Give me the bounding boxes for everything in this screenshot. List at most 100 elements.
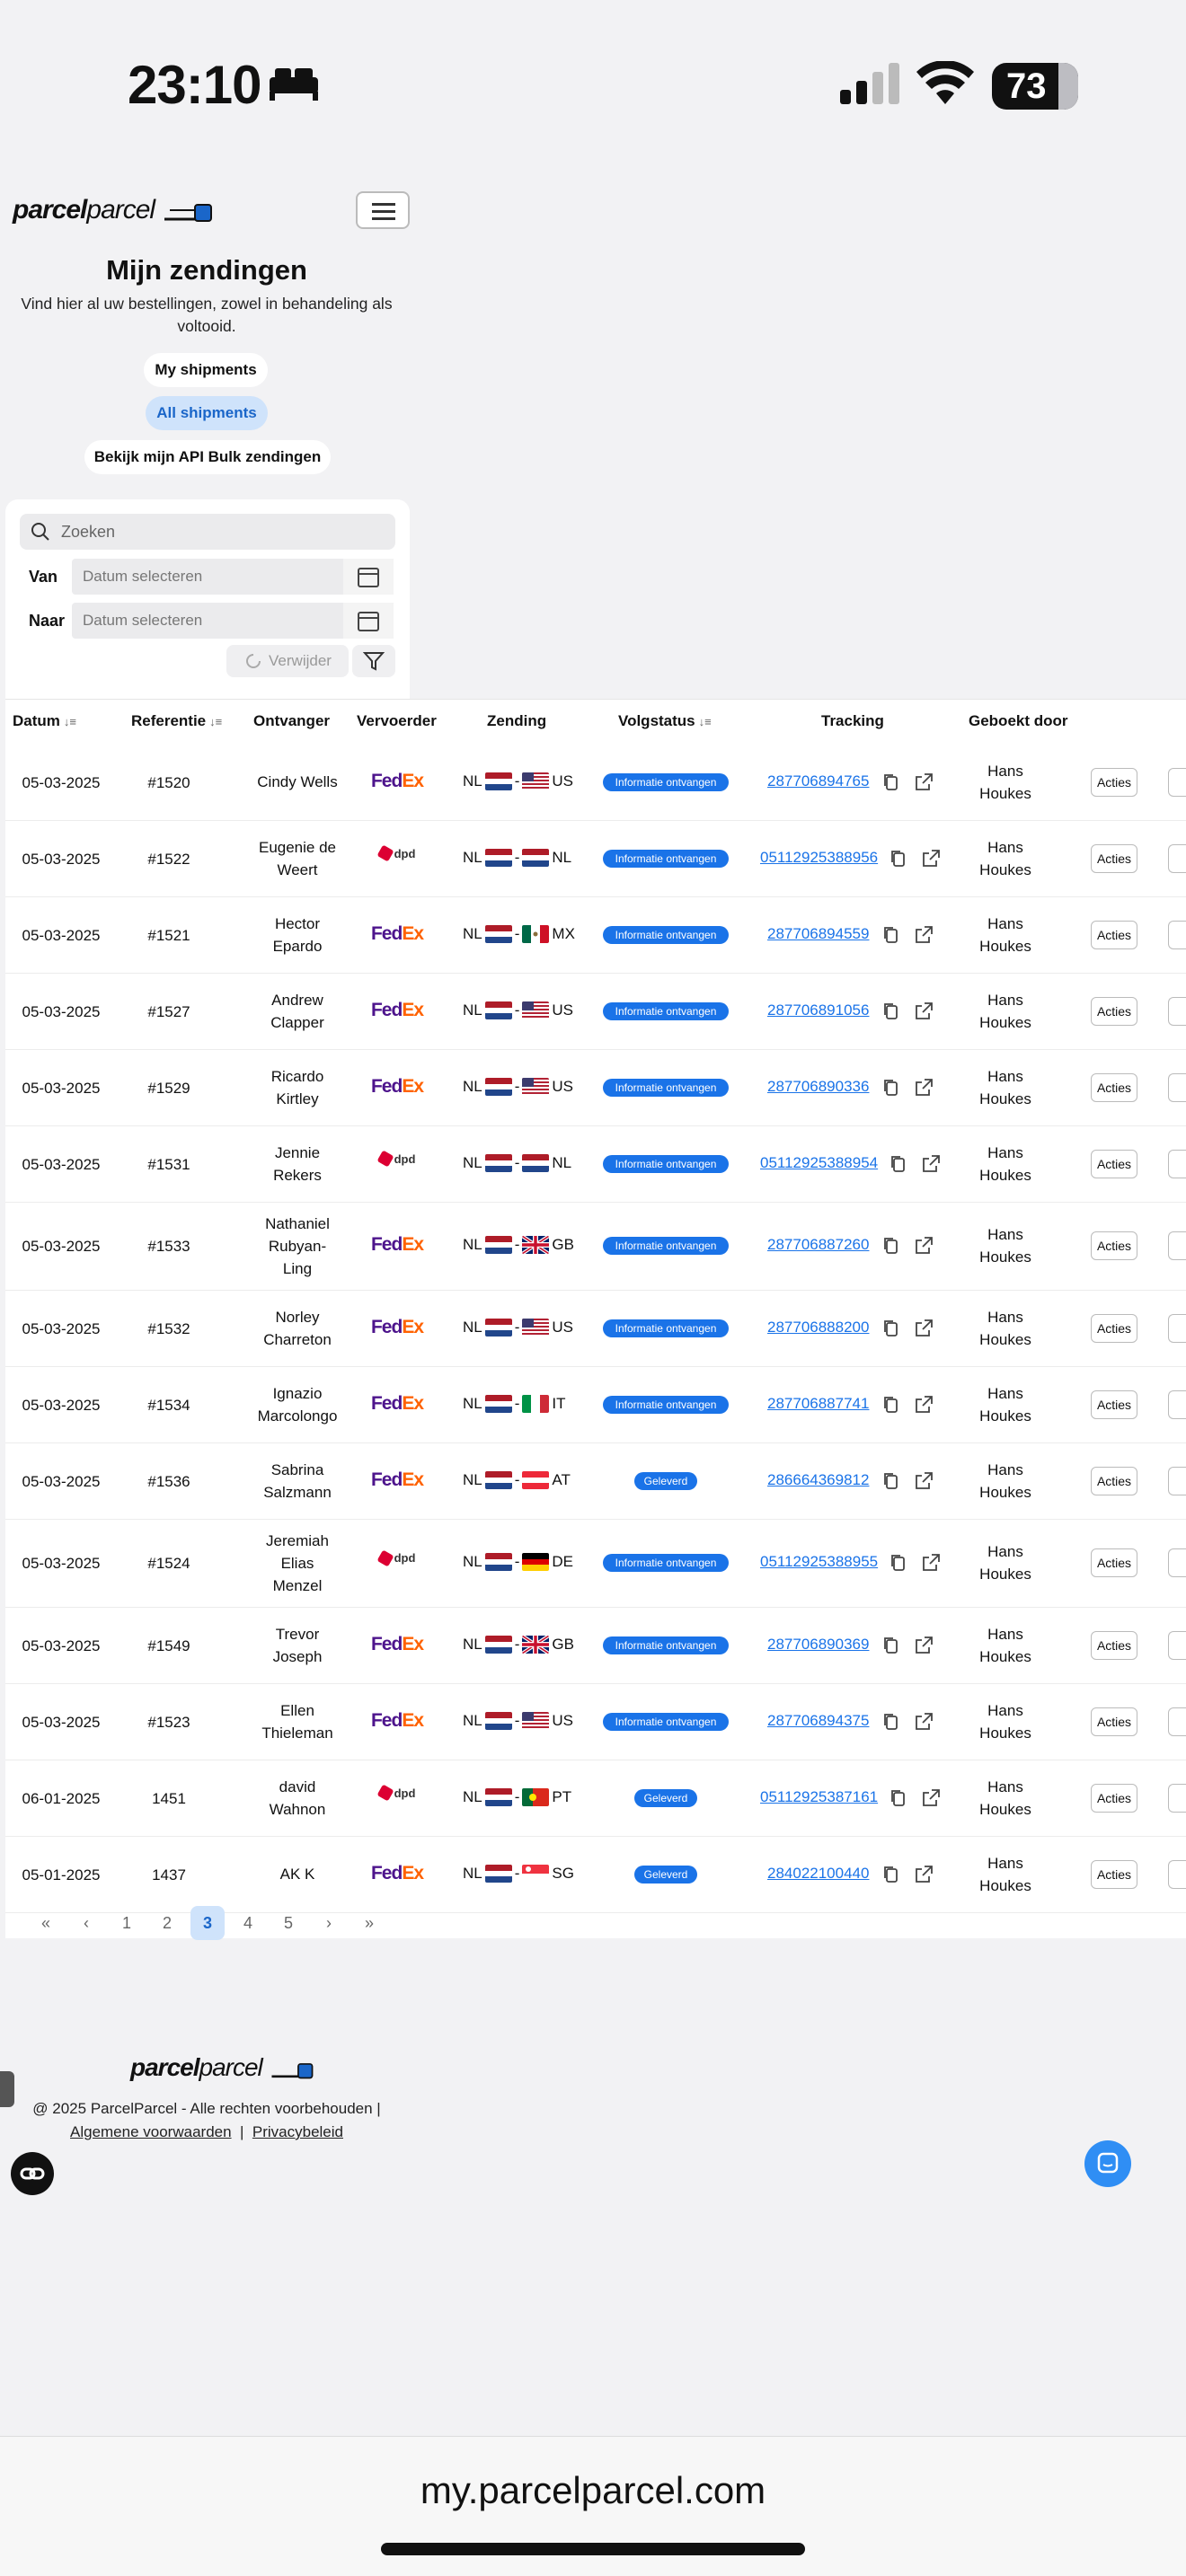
copy-icon[interactable] [882,1471,900,1491]
copy-icon[interactable] [890,1788,907,1808]
actions-button[interactable]: Acties [1091,1389,1137,1419]
actions-button[interactable]: Acties [1091,1707,1137,1736]
copy-icon[interactable] [882,1712,900,1732]
expand-row-chevron-icon[interactable] [1168,1707,1186,1736]
expand-row-chevron-icon[interactable] [1168,1630,1186,1660]
expand-row-chevron-icon[interactable] [1168,1783,1186,1813]
actions-button[interactable]: Acties [1091,1630,1137,1660]
expand-row-chevron-icon[interactable] [1168,920,1186,949]
copy-icon[interactable] [882,1865,900,1884]
actions-button[interactable]: Acties [1091,1231,1137,1260]
copy-icon[interactable] [882,1001,900,1021]
external-link-icon[interactable] [913,924,934,946]
parcelparcel-logo[interactable]: parcelparcel [13,195,215,225]
tracking-link[interactable]: 287706891056 [767,1001,870,1019]
page-4-button[interactable]: 4 [243,1913,252,1932]
tracking-link[interactable]: 287706888200 [767,1318,870,1336]
filter-button[interactable] [352,645,395,677]
home-indicator[interactable] [381,2543,805,2555]
all-shipments-button[interactable]: All shipments [146,396,268,430]
tracking-link[interactable]: 05112925387161 [760,1787,879,1805]
actions-button[interactable]: Acties [1091,1783,1137,1813]
chat-button[interactable] [1084,2140,1131,2187]
actions-button[interactable]: Acties [1091,1072,1137,1102]
calendar-icon[interactable] [343,603,394,639]
external-link-icon[interactable] [913,772,934,793]
terms-link[interactable]: Algemene voorwaarden [70,2123,232,2140]
external-link-icon[interactable] [913,1235,934,1257]
url-text[interactable]: my.parcelparcel.com [420,2469,766,2511]
copy-icon[interactable] [882,1319,900,1338]
first-page-button[interactable]: « [40,1913,50,1932]
external-link-icon[interactable] [913,1635,934,1656]
date-to-input[interactable]: Datum selecteren [72,603,343,639]
copy-icon[interactable] [882,1395,900,1415]
expand-row-chevron-icon[interactable] [1168,767,1186,797]
expand-row-chevron-icon[interactable] [1168,1072,1186,1102]
copy-icon[interactable] [890,849,907,869]
expand-row-chevron-icon[interactable] [1168,1231,1186,1260]
copy-icon[interactable] [890,1154,907,1174]
date-from-input[interactable]: Datum selecteren [72,559,343,595]
external-link-icon[interactable] [913,1864,934,1885]
external-link-icon[interactable] [920,1153,942,1175]
clear-filters-button[interactable]: Verwijder [226,645,349,677]
page-2-button[interactable]: 2 [162,1913,172,1932]
expand-row-chevron-icon[interactable] [1168,1466,1186,1495]
column-header-reference[interactable]: Referentie ↓≡ [131,712,223,729]
tracking-link[interactable]: 287706894375 [767,1711,870,1729]
my-shipments-button[interactable]: My shipments [144,353,268,387]
external-link-icon[interactable] [913,1001,934,1022]
expand-row-chevron-icon[interactable] [1168,1313,1186,1343]
privacy-link[interactable]: Privacybeleid [252,2123,343,2140]
copy-icon[interactable] [890,1553,907,1573]
tracking-link[interactable]: 05112925388955 [760,1553,879,1570]
actions-button[interactable]: Acties [1091,843,1137,873]
tracking-link[interactable]: 05112925388954 [760,1153,879,1171]
copy-icon[interactable] [882,1078,900,1098]
expand-row-chevron-icon[interactable] [1168,843,1186,873]
external-link-icon[interactable] [920,1552,942,1574]
next-page-button[interactable]: › [326,1913,332,1932]
tracking-link[interactable]: 287706887260 [767,1236,870,1253]
actions-button[interactable]: Acties [1091,767,1137,797]
copy-icon[interactable] [882,1636,900,1655]
copy-icon[interactable] [882,1236,900,1256]
page-5-button[interactable]: 5 [283,1913,293,1932]
column-header-date[interactable]: Datum ↓≡ [13,712,76,729]
actions-button[interactable]: Acties [1091,996,1137,1026]
hamburger-menu-button[interactable] [356,191,410,229]
page-1-button[interactable]: 1 [121,1913,131,1932]
external-link-icon[interactable] [913,1318,934,1339]
expand-row-chevron-icon[interactable] [1168,1859,1186,1889]
search-input[interactable]: Zoeken [20,514,395,550]
external-link-icon[interactable] [913,1077,934,1098]
column-header-status[interactable]: Volgstatus ↓≡ [618,712,712,729]
tracking-link[interactable]: 05112925388956 [760,848,879,866]
copy-icon[interactable] [882,772,900,792]
external-link-icon[interactable] [913,1711,934,1733]
external-link-icon[interactable] [913,1470,934,1492]
tracking-link[interactable]: 284022100440 [767,1864,870,1882]
expand-row-chevron-icon[interactable] [1168,1548,1186,1577]
tracking-link[interactable]: 287706894765 [767,772,870,790]
actions-button[interactable]: Acties [1091,1313,1137,1343]
external-link-icon[interactable] [920,848,942,869]
external-link-icon[interactable] [920,1787,942,1809]
side-feedback-tab[interactable] [0,2071,14,2107]
tracking-link[interactable]: 286664369812 [767,1470,870,1488]
actions-button[interactable]: Acties [1091,1466,1137,1495]
calendar-icon[interactable] [343,559,394,595]
tracking-link[interactable]: 287706894559 [767,924,870,942]
tracking-link[interactable]: 287706887741 [767,1394,870,1412]
tracking-link[interactable]: 287706890369 [767,1635,870,1653]
expand-row-chevron-icon[interactable] [1168,996,1186,1026]
last-page-button[interactable]: » [364,1913,374,1932]
page-3-button[interactable]: 3 [190,1906,225,1940]
actions-button[interactable]: Acties [1091,1859,1137,1889]
actions-button[interactable]: Acties [1091,1149,1137,1178]
actions-button[interactable]: Acties [1091,920,1137,949]
expand-row-chevron-icon[interactable] [1168,1389,1186,1419]
api-bulk-shipments-button[interactable]: Bekijk mijn API Bulk zendingen [84,440,331,474]
accessibility-button[interactable] [11,2152,54,2195]
